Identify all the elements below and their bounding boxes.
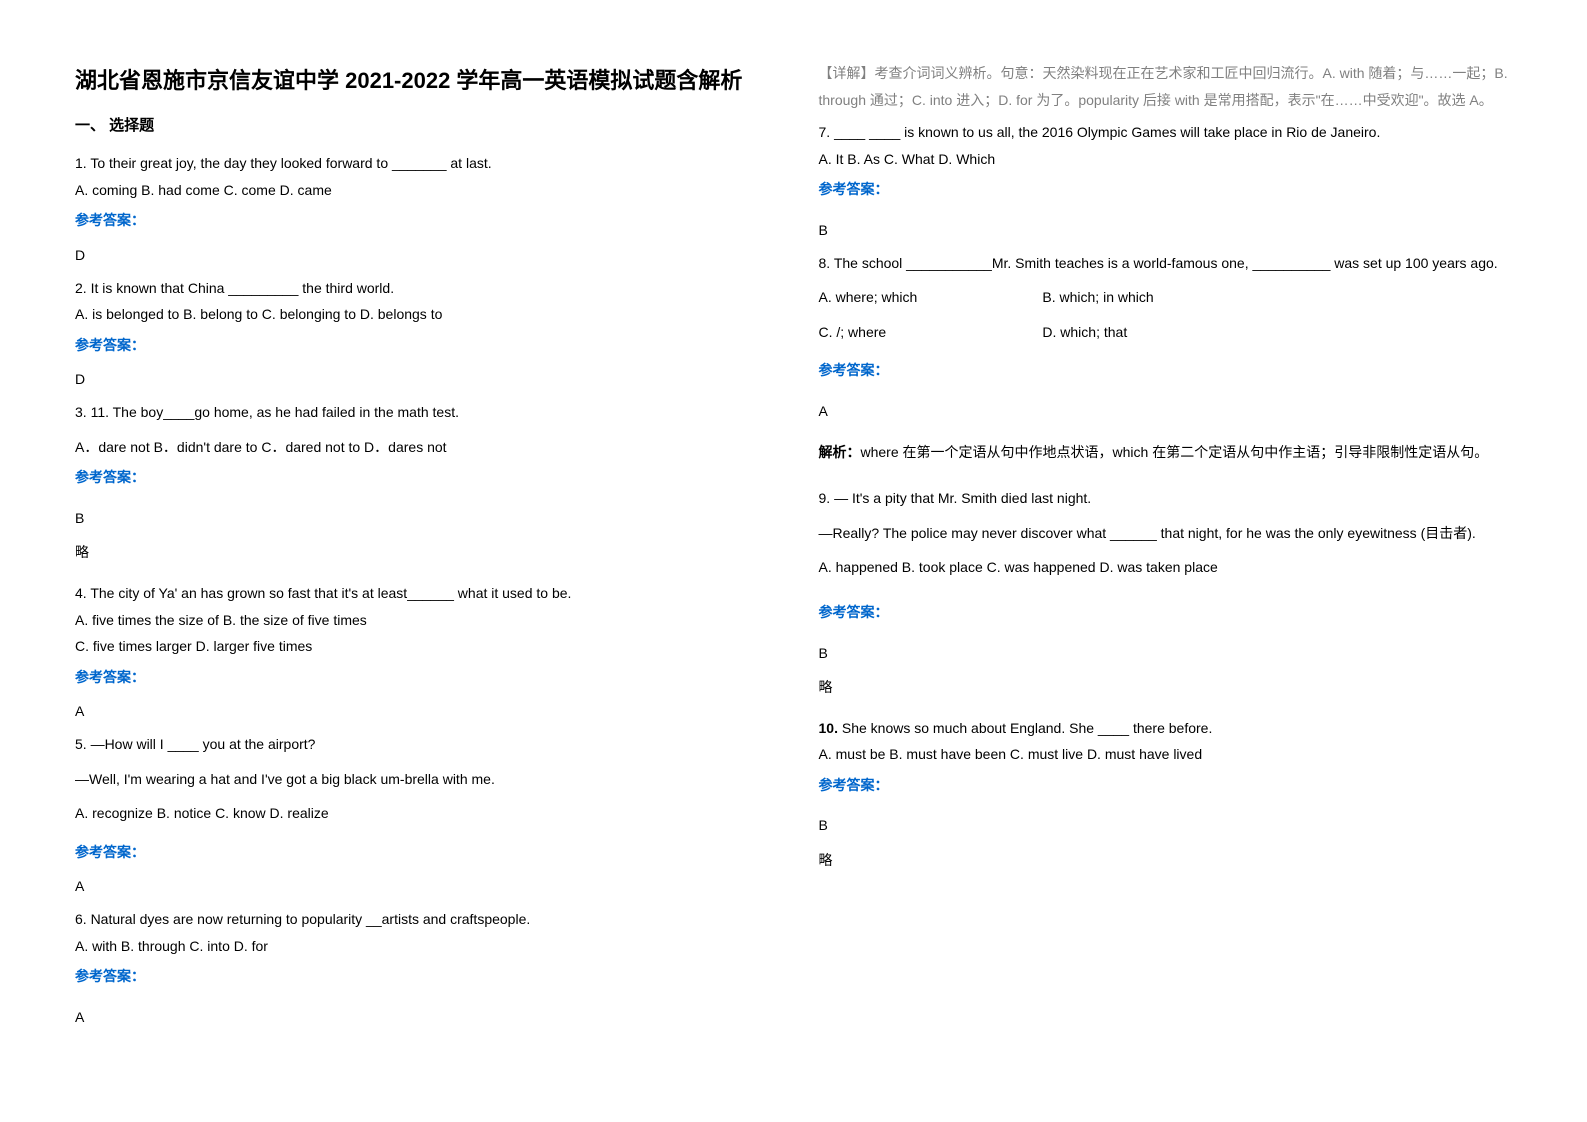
- question-9-answer: B: [819, 640, 1513, 667]
- question-6-text: 6. Natural dyes are now returning to pop…: [75, 906, 769, 933]
- left-column: 湖北省恩施市京信友谊中学 2021-2022 学年高一英语模拟试题含解析 一、 …: [50, 60, 794, 1062]
- explain-label: 【详解】: [819, 65, 875, 81]
- answer-label: 参考答案：: [75, 839, 769, 866]
- question-10-extra: 略: [819, 847, 1513, 874]
- document-title: 湖北省恩施市京信友谊中学 2021-2022 学年高一英语模拟试题含解析: [75, 60, 769, 102]
- answer-label: 参考答案：: [819, 772, 1513, 799]
- question-8-optD: D. which; that: [1042, 324, 1127, 340]
- question-6-explain: 【详解】考查介词词义辨析。句意：天然染料现在正在艺术家和工匠中回归流行。A. w…: [819, 60, 1513, 113]
- question-8-options-row1: A. where; which B. which; in which: [819, 284, 1513, 311]
- question-5-answer: A: [75, 873, 769, 900]
- question-8-optA: A. where; which: [819, 284, 1039, 311]
- question-10-answer: B: [819, 812, 1513, 839]
- question-8-optB: B. which; in which: [1042, 289, 1153, 305]
- answer-label: 参考答案：: [819, 599, 1513, 626]
- question-10-text: She knows so much about England. She ___…: [838, 720, 1212, 736]
- question-8-text: 8. The school ___________Mr. Smith teach…: [819, 250, 1513, 277]
- answer-label: 参考答案：: [75, 464, 769, 491]
- question-5-options: A. recognize B. notice C. know D. realiz…: [75, 800, 769, 827]
- question-7-answer: B: [819, 217, 1513, 244]
- answer-label: 参考答案：: [819, 357, 1513, 384]
- question-5-text: 5. —How will I ____ you at the airport?: [75, 731, 769, 758]
- answer-label: 参考答案：: [75, 207, 769, 234]
- question-3-text: 3. 11. The boy____go home, as he had fai…: [75, 399, 769, 426]
- question-8-analysis-text: where 在第一个定语从句中作地点状语，which 在第二个定语从句中作主语；…: [861, 444, 1489, 460]
- question-8-answer: A: [819, 398, 1513, 425]
- answer-label: 参考答案：: [75, 963, 769, 990]
- question-9-text: 9. — It's a pity that Mr. Smith died las…: [819, 485, 1513, 512]
- question-6-options: A. with B. through C. into D. for: [75, 933, 769, 960]
- question-5-text2: —Well, I'm wearing a hat and I've got a …: [75, 766, 769, 793]
- question-3-extra: 略: [75, 539, 769, 566]
- question-1-options: A. coming B. had come C. come D. came: [75, 177, 769, 204]
- question-9-options: A. happened B. took place C. was happene…: [819, 554, 1513, 581]
- question-8-options-row2: C. /; where D. which; that: [819, 319, 1513, 346]
- question-1-answer: D: [75, 242, 769, 269]
- question-6-explain-text: 考查介词词义辨析。句意：天然染料现在正在艺术家和工匠中回归流行。A. with …: [819, 65, 1508, 108]
- question-4-options-1: A. five times the size of B. the size of…: [75, 607, 769, 634]
- question-10-num: 10.: [819, 720, 838, 736]
- question-7-options: A. It B. As C. What D. Which: [819, 146, 1513, 173]
- question-2-answer: D: [75, 366, 769, 393]
- question-2-text: 2. It is known that China _________ the …: [75, 275, 769, 302]
- question-3-options: A．dare not B．didn't dare to C．dared not …: [75, 434, 769, 461]
- question-6-answer: A: [75, 1004, 769, 1031]
- question-8-optC: C. /; where: [819, 319, 1039, 346]
- analysis-label: 解析：: [819, 444, 861, 460]
- question-9-extra: 略: [819, 674, 1513, 701]
- question-4-options-2: C. five times larger D. larger five time…: [75, 633, 769, 660]
- answer-label: 参考答案：: [75, 332, 769, 359]
- question-9-text2: —Really? The police may never discover w…: [819, 520, 1513, 547]
- question-3-answer: B: [75, 505, 769, 532]
- question-2-options: A. is belonged to B. belong to C. belong…: [75, 301, 769, 328]
- section-1-heading: 一、 选择题: [75, 112, 769, 141]
- question-7-text: 7. ____ ____ is known to us all, the 201…: [819, 119, 1513, 146]
- question-8-analysis: 解析：where 在第一个定语从句中作地点状语，which 在第二个定语从句中作…: [819, 439, 1513, 466]
- question-10: 10. She knows so much about England. She…: [819, 715, 1513, 742]
- answer-label: 参考答案：: [75, 664, 769, 691]
- right-column: 【详解】考查介词词义辨析。句意：天然染料现在正在艺术家和工匠中回归流行。A. w…: [794, 60, 1538, 1062]
- question-4-answer: A: [75, 698, 769, 725]
- question-1-text: 1. To their great joy, the day they look…: [75, 150, 769, 177]
- question-4-text: 4. The city of Ya' an has grown so fast …: [75, 580, 769, 607]
- answer-label: 参考答案：: [819, 176, 1513, 203]
- question-10-options: A. must be B. must have been C. must liv…: [819, 741, 1513, 768]
